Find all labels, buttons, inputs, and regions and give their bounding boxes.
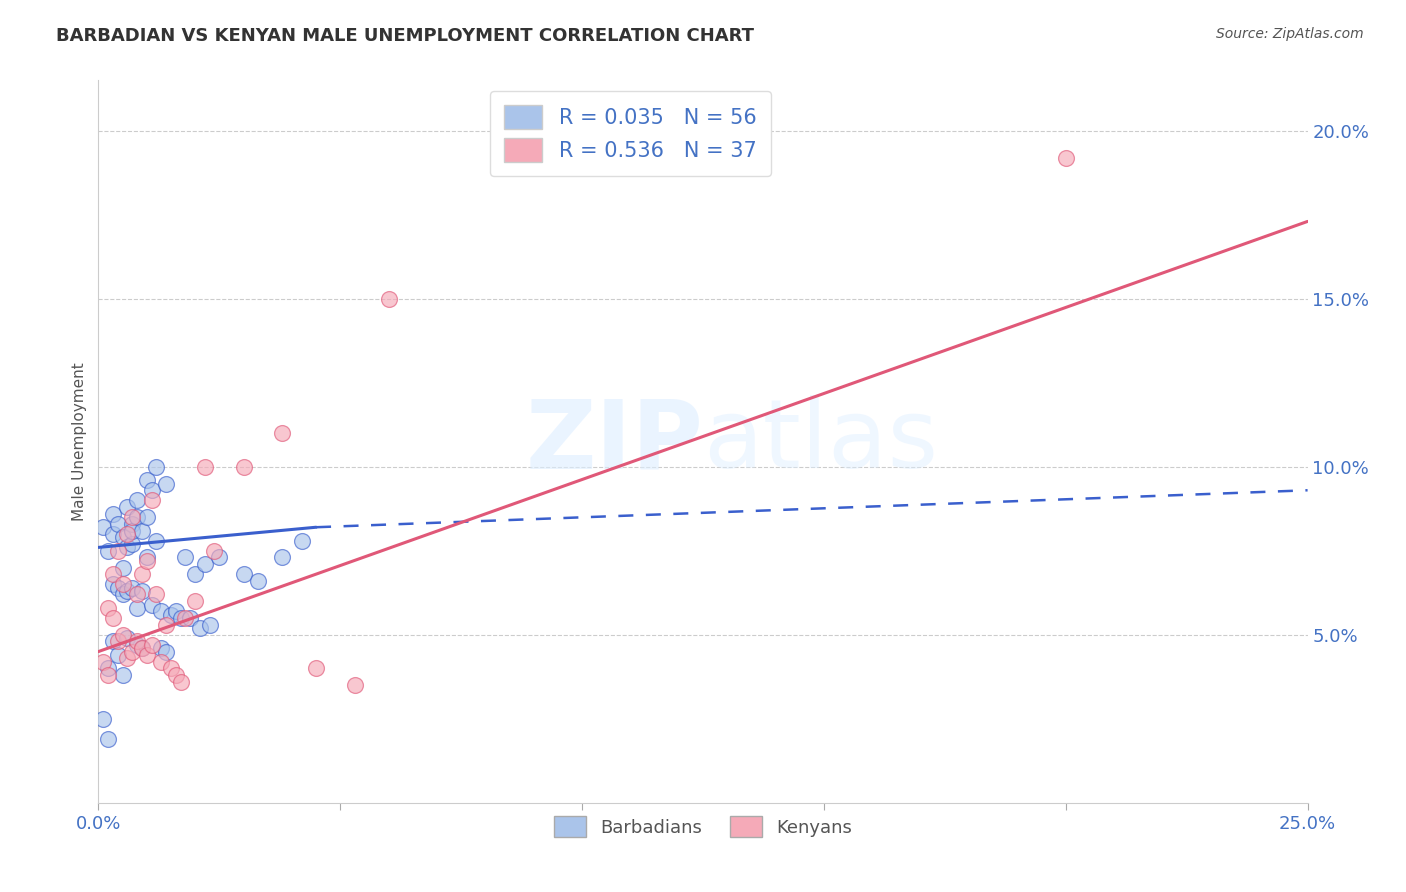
Point [107,634,129,648]
Point [97,543,120,558]
Point [247,574,270,588]
Point [377,292,399,306]
Point [169,674,191,689]
Point [232,567,254,582]
Point [271,426,294,441]
Point [127,493,149,508]
Point [204,543,226,558]
Point [194,459,217,474]
Point [155,617,177,632]
Point [305,661,328,675]
Point [150,641,173,656]
Point [101,577,124,591]
Point [111,668,134,682]
Text: ZIP: ZIP [524,395,703,488]
Point [97,600,120,615]
Point [1054,151,1077,165]
Point [107,581,129,595]
Point [117,500,139,514]
Point [107,648,129,662]
Point [127,600,149,615]
Point [343,678,366,692]
Text: atlas: atlas [703,395,938,488]
Point [97,661,120,675]
Point [145,459,167,474]
Point [117,527,139,541]
Point [155,476,177,491]
Point [117,651,139,665]
Point [111,628,134,642]
Text: BARBADIAN VS KENYAN MALE UNEMPLOYMENT CORRELATION CHART: BARBADIAN VS KENYAN MALE UNEMPLOYMENT CO… [56,27,754,45]
Point [150,655,173,669]
Point [194,558,217,572]
Point [169,611,191,625]
Point [141,483,163,498]
Point [127,510,149,524]
Point [160,661,183,675]
Point [121,510,143,524]
Text: Source: ZipAtlas.com: Source: ZipAtlas.com [1216,27,1364,41]
Point [101,527,124,541]
Point [208,550,231,565]
Point [97,731,120,746]
Point [155,644,177,658]
Point [107,516,129,531]
Point [135,554,157,568]
Point [91,712,114,726]
Point [101,634,124,648]
Point [101,507,124,521]
Point [135,648,157,662]
Point [131,641,153,656]
Point [174,550,197,565]
Point [271,550,294,565]
Point [188,621,211,635]
Point [111,587,134,601]
Point [290,533,312,548]
Point [121,537,143,551]
Point [111,577,134,591]
Point [232,459,254,474]
Point [135,550,157,565]
Point [141,598,163,612]
Point [121,581,143,595]
Point [97,668,120,682]
Point [145,533,167,548]
Point [117,631,139,645]
Point [121,516,143,531]
Point [131,567,153,582]
Point [184,594,207,608]
Point [127,587,149,601]
Point [121,644,143,658]
Point [131,584,153,599]
Point [101,567,124,582]
Point [91,520,114,534]
Point [179,611,201,625]
Point [117,541,139,555]
Point [160,607,183,622]
Point [141,638,163,652]
Point [127,634,149,648]
Point [198,617,221,632]
Point [111,560,134,574]
Point [101,611,124,625]
Point [165,668,187,682]
Point [145,587,167,601]
Point [111,530,134,544]
Point [107,543,129,558]
Point [131,524,153,538]
Y-axis label: Male Unemployment: Male Unemployment [72,362,87,521]
Legend: Barbadians, Kenyans: Barbadians, Kenyans [547,809,859,845]
Point [141,493,163,508]
Point [150,604,173,618]
Point [131,641,153,656]
Point [117,584,139,599]
Point [174,611,197,625]
Point [135,473,157,487]
Point [121,524,143,538]
Point [127,638,149,652]
Point [135,510,157,524]
Point [165,604,187,618]
Point [184,567,207,582]
Point [91,655,114,669]
